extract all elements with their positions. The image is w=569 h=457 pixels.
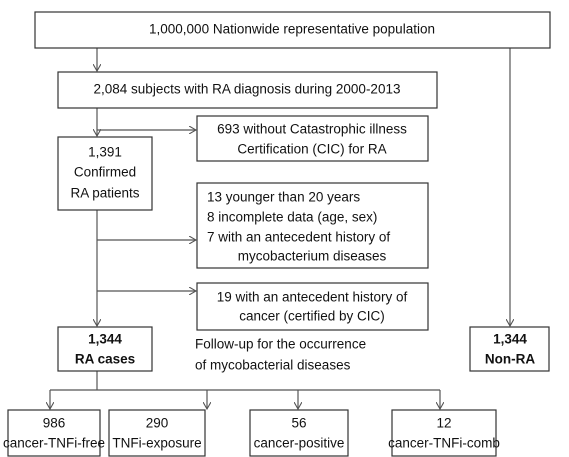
node-group-cancer: 56 cancer-positive [249,409,349,457]
annotation: Follow-up for the occurrence of mycobact… [195,337,366,373]
node-text: cancer-TNFi-free [3,436,105,451]
node-ra-cases: 1,344 RA cases [57,326,153,372]
node-text: 2,084 subjects with RA diagnosis during … [94,82,401,97]
node-exclusion-cic: 693 without Catastrophic illness Certifi… [196,115,429,162]
node-ra-diagnosis: 2,084 subjects with RA diagnosis during … [57,71,438,109]
node-text: Certification (CIC) for RA [237,142,386,157]
node-text: 986 [43,416,66,431]
node-text: cancer-TNFi-comb [388,436,500,451]
node-text: cancer-positive [254,436,345,451]
node-exclusion-multiple: 13 younger than 20 years 8 incomplete da… [196,182,429,269]
node-text: 1,344 [493,332,527,347]
node-text: 1,391 [88,145,122,160]
node-text: Confirmed [74,165,136,180]
node-non-ra: 1,344 Non-RA [469,326,550,372]
node-population: 1,000,000 Nationwide representative popu… [34,11,551,49]
annotation-text: of mycobacterial diseases [195,358,351,373]
node-confirmed: 1,391 Confirmed RA patients [57,136,153,211]
node-text: 1,344 [88,332,122,347]
node-text: cancer (certified by CIC) [239,309,385,324]
node-text: 13 younger than 20 years [207,190,360,205]
node-text: Non-RA [485,352,535,367]
node-group-exposure: 290 TNFi-exposure [108,409,206,457]
node-text: RA patients [70,186,139,201]
node-text: 290 [146,416,169,431]
connectors [50,48,510,409]
node-group-free: 986 cancer-TNFi-free [3,409,105,457]
node-text: 7 with an antecedent history of [207,230,390,245]
node-text: 1,000,000 Nationwide representative popu… [149,22,435,37]
node-text: 19 with an antecedent history of [217,290,408,305]
node-text: mycobacterium diseases [238,249,387,264]
node-text: TNFi-exposure [112,436,201,451]
node-text: 693 without Catastrophic illness [217,122,407,137]
node-text: 12 [436,416,451,431]
node-exclusion-cancer: 19 with an antecedent history of cancer … [196,282,429,331]
node-text: 56 [291,416,306,431]
node-group-comb: 12 cancer-TNFi-comb [388,409,500,457]
node-text: RA cases [75,352,135,367]
annotation-text: Follow-up for the occurrence [195,337,366,352]
node-text: 8 incomplete data (age, sex) [207,210,377,225]
